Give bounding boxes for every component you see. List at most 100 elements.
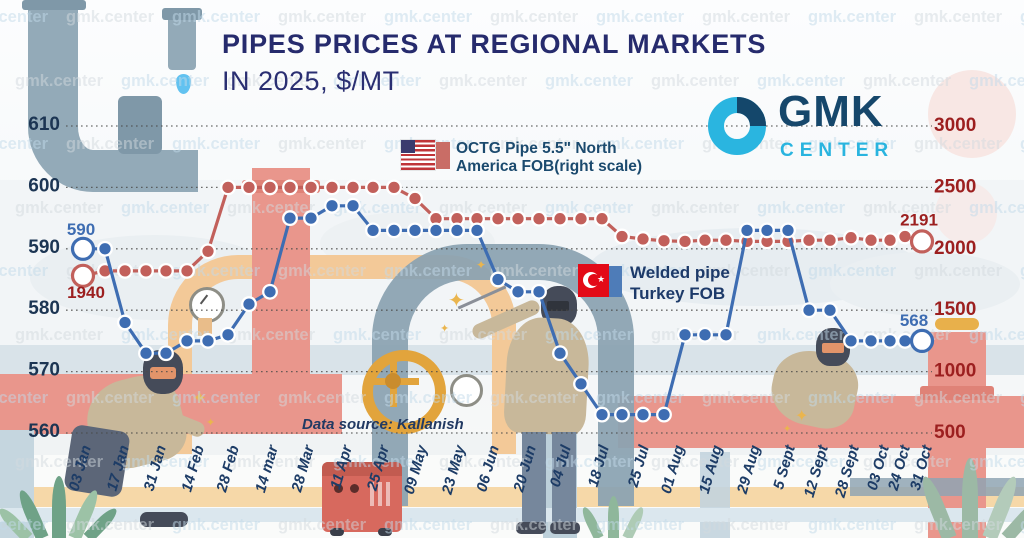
left-axis-tick-label: 590 xyxy=(28,237,60,258)
x-axis-tick-label: 20 Jun xyxy=(510,443,540,494)
data-point xyxy=(531,283,547,300)
welded-legend-line-1: Welded pipe xyxy=(630,263,730,282)
valve-handle xyxy=(935,318,979,330)
x-axis-tick-label: 23 May xyxy=(438,443,469,497)
x-axis-tick-label: 09 May xyxy=(401,443,431,496)
x-axis-tick-label: 12 Sept xyxy=(801,442,832,499)
x-axis-tick-label: 28 Mar xyxy=(288,442,318,494)
faucet-spout-top xyxy=(162,8,202,20)
data-point xyxy=(490,210,506,227)
right-axis-tick-label: 1000 xyxy=(934,361,976,382)
x-axis-tick-label: 14 Feb xyxy=(178,443,207,493)
x-axis-tick-label: 04 Jul xyxy=(547,443,575,489)
x-axis-tick-label: 14 mar xyxy=(252,442,282,494)
data-point xyxy=(345,179,361,196)
data-point xyxy=(220,326,236,343)
first-point-value-label: 1940 xyxy=(67,283,105,302)
faucet-spout xyxy=(168,14,196,70)
data-point xyxy=(780,222,796,239)
data-point xyxy=(531,210,547,227)
data-point xyxy=(759,222,775,239)
data-point xyxy=(510,210,526,227)
octg-legend-swatch xyxy=(436,142,450,169)
plant-left xyxy=(0,468,121,538)
red-pipe-joint xyxy=(920,386,994,400)
octg-legend-line-2: America FOB(right scale) xyxy=(456,158,643,175)
gmk-donut-icon xyxy=(708,97,766,155)
left-axis-tick-label: 580 xyxy=(28,298,60,319)
data-point xyxy=(552,345,568,362)
data-point xyxy=(138,345,154,362)
title-line-2: IN 2025, $/MT xyxy=(222,66,400,96)
us-flag-icon xyxy=(401,140,435,170)
data-point xyxy=(697,232,713,249)
welding-machine xyxy=(322,462,402,536)
data-point xyxy=(718,232,734,249)
data-point xyxy=(677,326,693,343)
welded-legend-line-2: Turkey FOB xyxy=(630,283,726,303)
data-point xyxy=(718,326,734,343)
x-axis-tick-label: 15 Aug xyxy=(696,443,726,495)
gauge-stem xyxy=(198,318,212,336)
data-point xyxy=(345,197,361,214)
data-point xyxy=(573,210,589,227)
x-axis-tick-label: 28 Feb xyxy=(213,443,243,494)
gray-pipe-bar xyxy=(850,478,1024,496)
x-axis-tick-label: 11 Apr xyxy=(327,442,356,491)
faucet-coupling xyxy=(118,96,162,154)
red-pipe-riser-center xyxy=(252,168,310,376)
data-point xyxy=(117,314,133,331)
x-axis-tick-label: 29 Aug xyxy=(734,443,764,496)
right-axis-tick-label: 500 xyxy=(934,422,966,443)
open-data-point xyxy=(909,328,935,353)
data-point xyxy=(614,406,630,423)
data-point xyxy=(510,283,526,300)
data-point xyxy=(897,228,913,245)
data-point xyxy=(843,332,859,349)
data-point xyxy=(365,179,381,196)
title-line-1: PIPES PRICES AT REGIONAL MARKETS xyxy=(222,29,767,59)
cloud-shape xyxy=(830,252,1020,316)
plant-center xyxy=(579,492,650,538)
chart-title: PIPES PRICES AT REGIONAL MARKETS IN 2025… xyxy=(222,28,766,101)
left-axis-tick-label: 600 xyxy=(28,175,60,196)
last-point-value-label: 568 xyxy=(900,311,928,330)
data-point xyxy=(677,233,693,250)
pink-glow xyxy=(928,70,1016,158)
first-point-value-label: 590 xyxy=(67,220,95,239)
data-point xyxy=(324,179,340,196)
right-axis-tick-label: 3000 xyxy=(934,115,976,136)
data-point xyxy=(365,222,381,239)
data-point xyxy=(656,406,672,423)
data-point xyxy=(158,345,174,362)
faucet-pipe-cap xyxy=(22,0,86,10)
data-point xyxy=(200,332,216,349)
x-axis-tick-label: 17 Jan xyxy=(104,443,133,493)
data-point xyxy=(469,222,485,239)
data-point xyxy=(697,326,713,343)
data-point xyxy=(407,222,423,239)
pressure-gauge-icon xyxy=(450,374,483,407)
data-point xyxy=(407,190,423,207)
data-point xyxy=(303,210,319,227)
data-point xyxy=(179,262,195,279)
welded-legend-swatch xyxy=(609,266,622,297)
left-axis-tick-label: 570 xyxy=(28,360,60,381)
welder-figure-right: ✦ ✦ xyxy=(755,320,885,440)
welded-legend: Welded pipe Turkey FOB xyxy=(630,263,730,304)
data-point xyxy=(241,179,257,196)
water-drop-icon xyxy=(176,74,191,94)
valve-wheel-hub xyxy=(385,373,401,389)
data-point xyxy=(324,197,340,214)
x-axis-tick-label: 06 Jun xyxy=(473,443,502,493)
x-axis-tick-label: 5 Sept xyxy=(770,442,799,491)
tan-pipe-bottom xyxy=(0,487,1024,507)
data-point xyxy=(801,302,817,319)
data-point xyxy=(863,232,879,249)
data-point xyxy=(282,179,298,196)
right-axis-tick-label: 2500 xyxy=(934,176,976,197)
data-point xyxy=(158,262,174,279)
data-point xyxy=(635,231,651,247)
